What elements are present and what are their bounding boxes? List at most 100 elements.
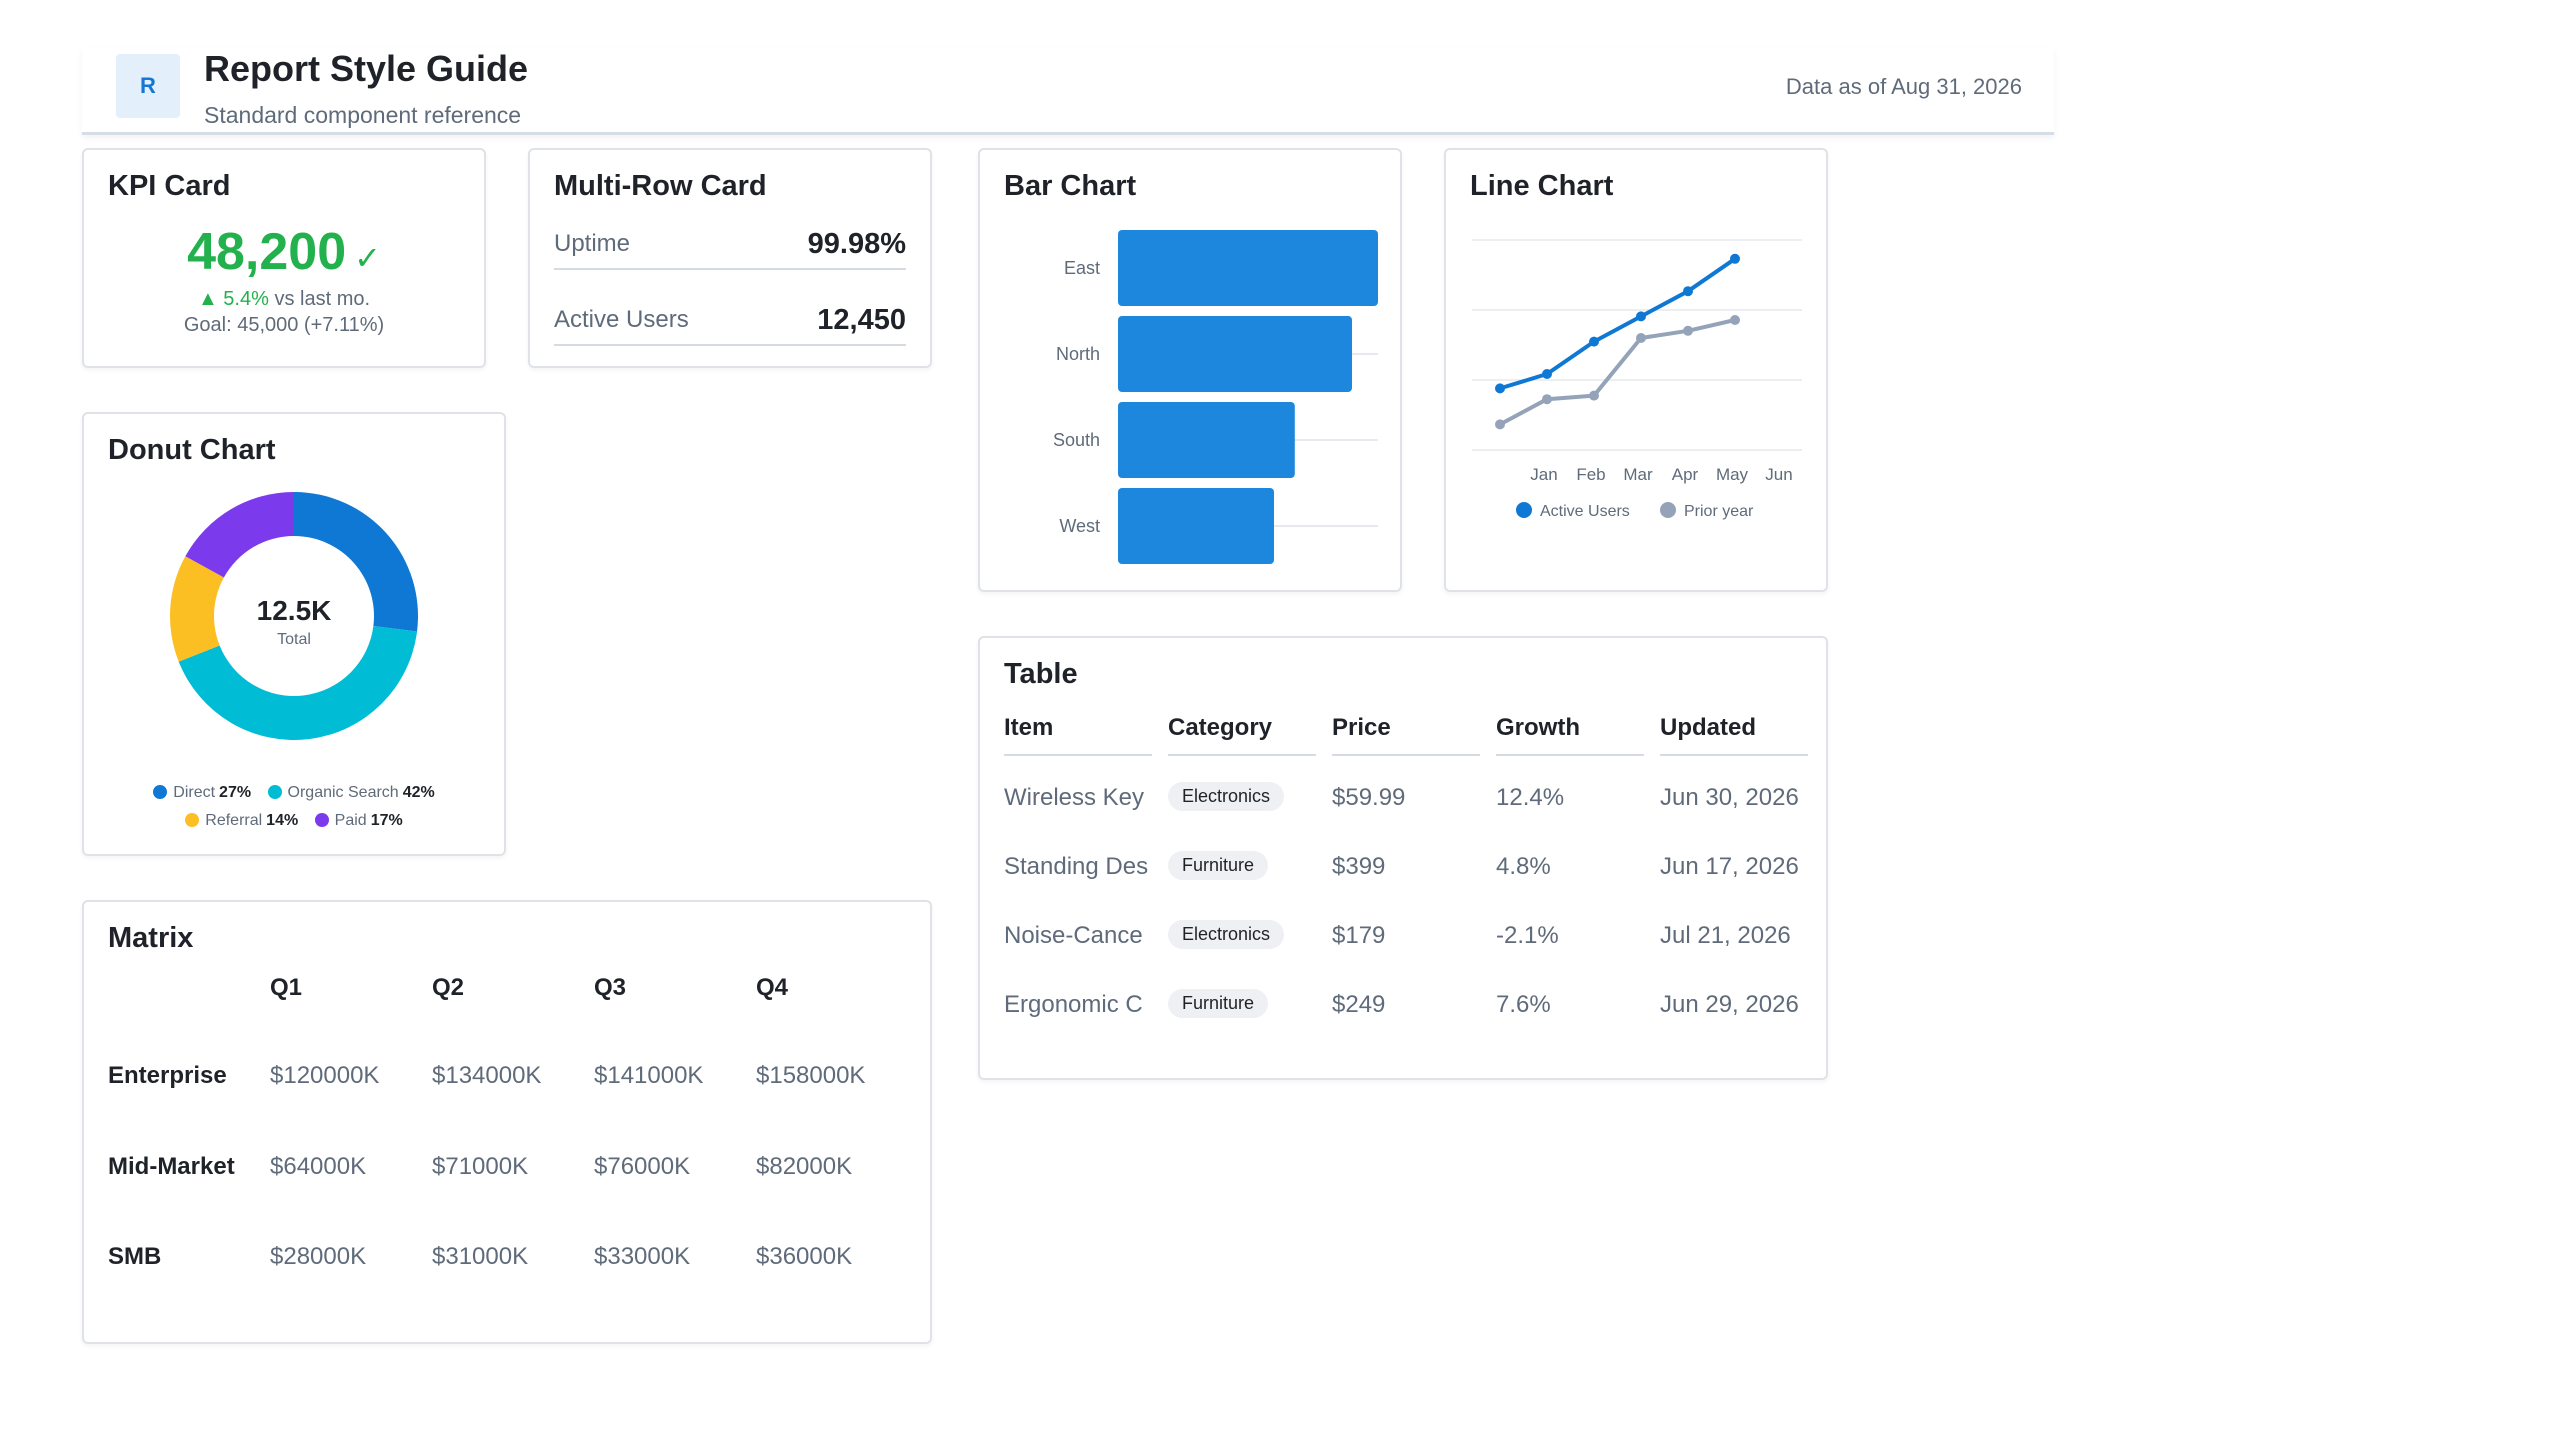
legend-label: Referral xyxy=(205,812,263,829)
matrix-cell: $33000K xyxy=(594,1243,691,1270)
legend-pct: 27% xyxy=(219,784,252,801)
kpi-delta-text: vs last mo. xyxy=(274,288,371,310)
line-chart-card[interactable]: Line Chart Jan Feb Mar Apr May Jun Active User… xyxy=(1444,148,1828,592)
legend-pct: 42% xyxy=(402,784,435,801)
multi-row-value: 12,450 xyxy=(817,304,906,336)
table-header-price[interactable]: Price xyxy=(1332,714,1480,756)
legend-label: Direct xyxy=(173,784,216,801)
kpi-delta: ▲ 5.4% vs last mo. xyxy=(84,288,484,311)
line-legend-label: Prior year xyxy=(1684,503,1754,520)
multi-row-card-title: Multi-Row Card xyxy=(554,170,767,202)
bar-category-label: North xyxy=(1056,344,1100,364)
legend-item-organic-search[interactable]: Organic Search 42% xyxy=(267,784,435,802)
kpi-value: 48,200 ✓ xyxy=(84,222,484,282)
matrix-cell: $82000K xyxy=(756,1153,853,1180)
multi-row-label: Uptime xyxy=(554,230,631,257)
table-cell-item: Wireless Key xyxy=(1004,784,1145,811)
table-cell-updated: Jul 21, 2026 xyxy=(1660,922,1791,949)
matrix-row-label: Mid-Market xyxy=(108,1153,235,1180)
matrix-column-header: Q3 xyxy=(594,974,627,1001)
kpi-card-title: KPI Card xyxy=(108,170,231,202)
legend-dot xyxy=(1660,502,1676,518)
table-cell-item: Standing Des xyxy=(1004,853,1149,880)
matrix-cell: $120000K xyxy=(270,1062,380,1089)
line-x-tick-label: Jan xyxy=(1530,465,1557,484)
line-series xyxy=(1499,257,1737,391)
bar xyxy=(1118,230,1378,306)
legend-item-paid[interactable]: Paid 17% xyxy=(314,812,403,830)
line-x-tick-label: Mar xyxy=(1623,465,1653,484)
matrix-cell: $64000K xyxy=(270,1153,367,1180)
legend-pct: 17% xyxy=(370,812,403,829)
line-point xyxy=(1636,311,1646,322)
bar-category-label: West xyxy=(1059,516,1100,536)
matrix-cell: $71000K xyxy=(432,1153,529,1180)
matrix-column-header: Q4 xyxy=(756,974,789,1001)
line-point xyxy=(1495,419,1505,430)
matrix-column-header: Q2 xyxy=(432,974,465,1001)
category-badge: Furniture xyxy=(1168,989,1269,1018)
legend-item-direct[interactable]: Direct 27% xyxy=(153,784,251,802)
donut-legend-row: Referral 14% Paid 17% xyxy=(84,812,504,830)
matrix-row-label: SMB xyxy=(108,1243,162,1270)
legend-label: Organic Search xyxy=(287,784,399,801)
line-point xyxy=(1730,253,1740,264)
multi-row-value: 99.98% xyxy=(807,228,906,260)
line-x-tick-label: Feb xyxy=(1576,465,1605,484)
legend-item-referral[interactable]: Referral 14% xyxy=(185,812,298,830)
kpi-goal: Goal: 45,000 (+7.11%) xyxy=(183,314,385,336)
legend-dot xyxy=(185,813,200,827)
line-legend-label: Active Users xyxy=(1540,503,1630,520)
donut-chart: 12.5K Total xyxy=(170,492,418,740)
matrix-cell: $76000K xyxy=(594,1153,691,1180)
data-as-of: Data as of Aug 31, 2026 xyxy=(1785,74,2022,99)
donut-slice xyxy=(170,556,224,662)
table-cell-price: $249 xyxy=(1332,991,1386,1018)
matrix-row-label: Enterprise xyxy=(108,1062,227,1089)
line-point xyxy=(1730,315,1740,325)
bar-chart-card[interactable]: Bar Chart East North South West xyxy=(978,148,1402,592)
category-badge: Furniture xyxy=(1168,851,1269,880)
table-cell-price: $179 xyxy=(1332,922,1386,949)
line-point xyxy=(1542,369,1552,379)
donut-chart-card[interactable]: Donut Chart 12.5K Total Direct 27% Organic… xyxy=(82,412,506,856)
donut-chart-title: Donut Chart xyxy=(108,434,276,466)
report-logo: R xyxy=(116,54,180,118)
kpi-card[interactable]: KPI Card 48,200 ✓ ▲ 5.4% vs last mo. Goal… xyxy=(82,148,486,368)
line-x-tick-label: Jun xyxy=(1765,465,1792,484)
table-cell-growth: 4.8% xyxy=(1496,853,1551,880)
table-cell-price: $399 xyxy=(1332,853,1386,880)
bar-category-label: East xyxy=(1064,258,1100,278)
table-header-item[interactable]: Item xyxy=(1004,714,1152,756)
table-cell-item: Noise-Cance xyxy=(1004,922,1143,949)
matrix-cell: $141000K xyxy=(594,1062,704,1089)
donut-slice xyxy=(178,626,418,740)
matrix-title: Matrix xyxy=(108,922,194,954)
multi-row-label: Active Users xyxy=(554,306,689,333)
matrix-column-header: Q1 xyxy=(270,974,303,1001)
multi-row-card[interactable]: Multi-Row Card Uptime 99.98% Active User… xyxy=(528,148,932,368)
kpi-number: 48,200 xyxy=(187,223,347,281)
matrix-cell: $28000K xyxy=(270,1243,367,1270)
line-point xyxy=(1683,325,1693,336)
legend-dot xyxy=(267,785,282,799)
matrix-card[interactable]: Matrix Q1 Q2 Q3 Q4 Enterprise $120000K $… xyxy=(82,900,932,1344)
legend-dot xyxy=(314,813,329,827)
table-cell-growth: 12.4% xyxy=(1496,784,1565,811)
kpi-delta-value: ▲ 5.4% xyxy=(197,288,269,310)
table-header-growth[interactable]: Growth xyxy=(1496,714,1644,756)
legend-label: Paid xyxy=(334,812,367,829)
multi-row-item: Active Users 12,450 xyxy=(554,302,906,346)
table-cell-updated: Jun 30, 2026 xyxy=(1660,784,1799,811)
table-header-category[interactable]: Category xyxy=(1168,714,1316,756)
donut-center-label: Total xyxy=(277,631,311,648)
table-cell-updated: Jun 17, 2026 xyxy=(1660,853,1799,880)
line-point xyxy=(1589,390,1599,401)
report-header: R Report Style Guide Standard component … xyxy=(82,48,2054,135)
table-header-updated[interactable]: Updated xyxy=(1660,714,1808,756)
legend-dot xyxy=(153,785,168,799)
donut-legend-row: Direct 27% Organic Search 42% xyxy=(84,784,504,802)
table-card[interactable]: Table Item Category Price Growth Updated… xyxy=(978,636,1828,1080)
bar-chart: East North South West xyxy=(1053,230,1378,564)
line-point xyxy=(1683,286,1693,297)
